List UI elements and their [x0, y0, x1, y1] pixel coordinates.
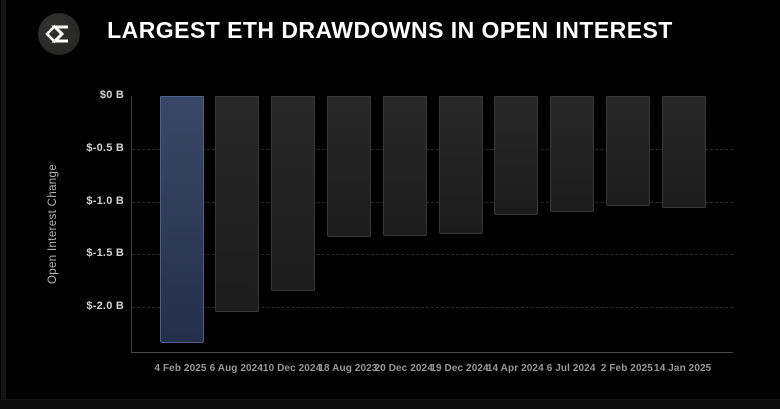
- gridline: [132, 307, 733, 308]
- x-tick-label: 10 Dec 2024: [262, 363, 322, 374]
- y-tick-label: $-1.0 B: [86, 194, 124, 207]
- x-tick-label: 6 Jul 2024: [546, 363, 596, 374]
- left-edge-divider: [1, 0, 6, 409]
- bar[interactable]: [605, 96, 650, 206]
- bar[interactable]: [326, 96, 371, 237]
- y-tick-label: $0 B: [99, 89, 124, 101]
- x-tick-label: 19 Dec 2024: [430, 363, 489, 374]
- gridline: [132, 254, 733, 256]
- x-tick-label: 18 Aug 2023: [318, 363, 378, 374]
- sigma-diamond-icon: [38, 13, 80, 55]
- x-tick-label: 4 Feb 2025: [154, 363, 207, 374]
- gridline: [132, 148, 733, 150]
- bar[interactable]: [661, 96, 706, 208]
- bar-highlighted[interactable]: [159, 96, 204, 343]
- bar[interactable]: [382, 96, 427, 236]
- y-tick-label: $-1.5 B: [86, 247, 124, 260]
- bar[interactable]: [215, 96, 260, 312]
- y-tick-label: $-2.0 B: [86, 300, 124, 312]
- gridline: [132, 201, 733, 203]
- x-tick-label: 6 Aug 2024: [209, 363, 264, 374]
- bar[interactable]: [494, 96, 539, 215]
- x-tick-label: 2 Feb 2025: [600, 363, 653, 374]
- bottom-edge-strip: [0, 399, 780, 409]
- bar[interactable]: [438, 96, 483, 234]
- y-tick-label: $-0.5 B: [86, 141, 124, 154]
- x-tick-label: 14 Apr 2024: [486, 363, 544, 374]
- chart-title: LARGEST ETH DRAWDOWNS IN OPEN INTEREST: [107, 17, 673, 43]
- x-tick-label: 14 Jan 2025: [654, 363, 712, 374]
- bar[interactable]: [550, 96, 595, 212]
- y-axis-title: Open Interest Change: [47, 163, 59, 285]
- x-tick-label: 20 Dec 2024: [374, 363, 433, 374]
- brand-logo[interactable]: [38, 13, 80, 55]
- bar[interactable]: [271, 96, 316, 291]
- bar-chart-plot-area: [131, 96, 733, 353]
